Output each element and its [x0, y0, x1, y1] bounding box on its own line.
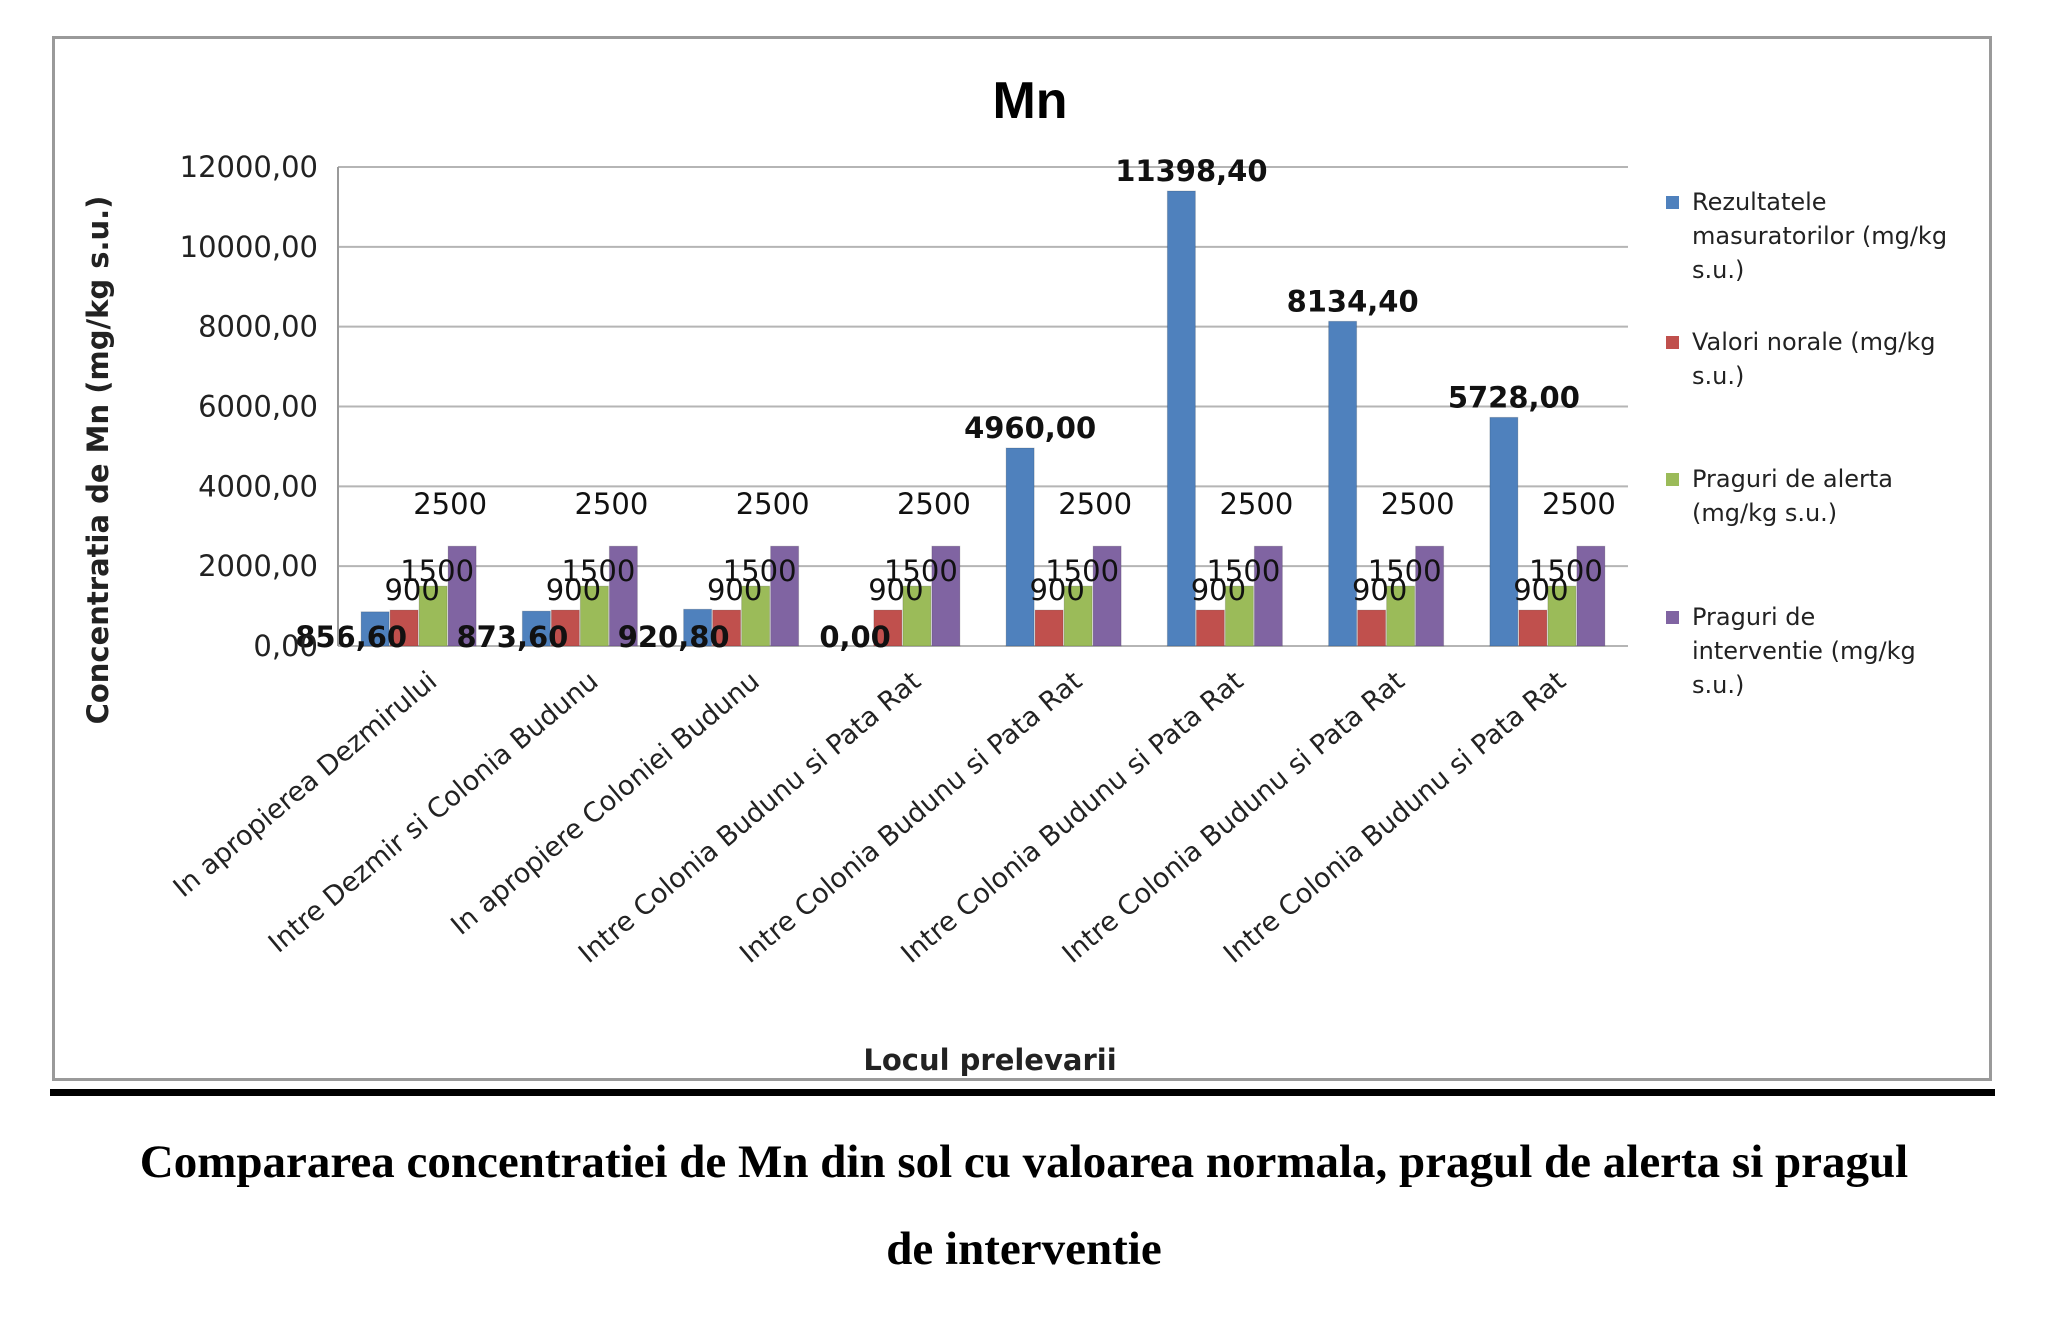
- data-label-normal: 900: [546, 573, 601, 607]
- bar: [1489, 416, 1519, 647]
- y-tick-label: 0,00: [253, 629, 318, 663]
- x-axis-title: Locul prelevarii: [863, 1043, 1116, 1077]
- data-label-measured: 0,00: [819, 620, 891, 654]
- x-tick-label: Intre Colonia Budunu si Pata Rat: [573, 666, 927, 970]
- figure-caption-line-1: Compararea concentratiei de Mn din sol c…: [139, 1136, 1909, 1188]
- bar: [931, 545, 961, 647]
- data-label-intervention: 2500: [413, 487, 487, 521]
- x-tick-label: Intre Colonia Budunu si Pata Rat: [1218, 666, 1572, 970]
- bar: [741, 585, 771, 647]
- y-tick-label: 2000,00: [198, 549, 318, 583]
- bar: [1328, 320, 1358, 647]
- bar: [360, 611, 390, 647]
- x-tick-label: Intre Dezmir si Colonia Budunu: [263, 666, 605, 960]
- x-tick-label: Intre Colonia Budunu si Pata Rat: [734, 666, 1088, 970]
- bar: [1547, 585, 1577, 647]
- x-tick-label: In apropiere Coloniei Budunu: [445, 666, 765, 942]
- data-label-measured: 5728,00: [1448, 380, 1580, 414]
- bar: [873, 609, 903, 647]
- bar: [1034, 609, 1064, 647]
- page-divider: [50, 1089, 1995, 1096]
- data-label-intervention: 2500: [574, 487, 648, 521]
- bar: [1357, 609, 1387, 647]
- data-label-normal: 900: [707, 573, 762, 607]
- bar: [1005, 447, 1035, 647]
- bar: [1166, 190, 1196, 647]
- data-label-intervention: 2500: [1219, 487, 1293, 521]
- data-label-normal: 900: [1513, 573, 1568, 607]
- bar: [1224, 585, 1254, 647]
- bar: [521, 610, 551, 647]
- legend-entry-label: Valori norale (mg/kg s.u.): [1692, 328, 1936, 390]
- data-label-normal: 900: [1029, 573, 1084, 607]
- bar: [1415, 545, 1445, 647]
- bar: [1092, 545, 1122, 647]
- bar: [608, 545, 638, 647]
- y-tick-label: 6000,00: [198, 390, 318, 424]
- bar: [1063, 585, 1093, 647]
- legend-entry-label: Rezultatele masuratorilor (mg/kg s.u.): [1692, 188, 1947, 284]
- legend-swatch: [1666, 611, 1679, 624]
- legend-swatch: [1666, 336, 1679, 349]
- bar: [683, 608, 713, 647]
- y-tick-label: 12000,00: [180, 150, 318, 184]
- bar: [770, 545, 800, 647]
- legend-entry-label: Praguri de interventie (mg/kg s.u.): [1692, 603, 1916, 699]
- data-label-intervention: 2500: [897, 487, 971, 521]
- data-label-measured: 4960,00: [964, 411, 1096, 445]
- bar: [1576, 545, 1606, 647]
- bar: [712, 609, 742, 647]
- data-label-alert: 1500: [723, 554, 797, 588]
- legend-entry-label: Praguri de alerta (mg/kg s.u.): [1692, 465, 1893, 527]
- data-label-alert: 1500: [1206, 554, 1280, 588]
- bar: [1518, 609, 1548, 647]
- bar: [389, 609, 419, 647]
- bar: [550, 609, 580, 647]
- data-label-alert: 1500: [1368, 554, 1442, 588]
- data-label-alert: 1500: [400, 554, 474, 588]
- data-label-normal: 900: [1352, 573, 1407, 607]
- data-label-intervention: 2500: [1381, 487, 1455, 521]
- y-tick-label: 8000,00: [198, 310, 318, 344]
- data-label-measured: 873,60: [456, 620, 568, 654]
- data-label-measured: 856,60: [295, 620, 407, 654]
- y-tick-label: 10000,00: [180, 230, 318, 264]
- data-label-intervention: 2500: [1058, 487, 1132, 521]
- data-label-measured: 8134,40: [1287, 284, 1419, 318]
- bar: [1253, 545, 1283, 647]
- y-axis-title: Concentratia de Mn (mg/kg s.u.): [81, 196, 115, 725]
- bar: [1386, 585, 1416, 647]
- data-label-alert: 1500: [884, 554, 958, 588]
- data-label-intervention: 2500: [1542, 487, 1616, 521]
- data-label-normal: 900: [868, 573, 923, 607]
- data-label-alert: 1500: [1045, 554, 1119, 588]
- bar: [418, 585, 448, 647]
- data-label-normal: 900: [1191, 573, 1246, 607]
- bar: [447, 545, 477, 647]
- legend-swatch: [1666, 196, 1679, 209]
- x-tick-label: Intre Colonia Budunu si Pata Rat: [1057, 666, 1411, 970]
- data-label-normal: 900: [384, 573, 439, 607]
- x-tick-label: Intre Colonia Budunu si Pata Rat: [895, 666, 1249, 970]
- figure-caption-line-2: de interventie: [886, 1223, 1162, 1275]
- legend-swatch: [1666, 473, 1679, 486]
- y-tick-label: 4000,00: [198, 469, 318, 503]
- data-label-measured: 920,80: [618, 620, 730, 654]
- bar: [902, 585, 932, 647]
- chart-title: Mn: [992, 72, 1067, 130]
- data-label-alert: 1500: [1529, 554, 1603, 588]
- data-label-measured: 11398,40: [1115, 154, 1267, 188]
- bar: [1195, 609, 1225, 647]
- data-label-intervention: 2500: [736, 487, 810, 521]
- x-tick-label: In apropierea Dezmirului: [168, 666, 443, 904]
- data-label-alert: 1500: [561, 554, 635, 588]
- bar: [579, 585, 609, 647]
